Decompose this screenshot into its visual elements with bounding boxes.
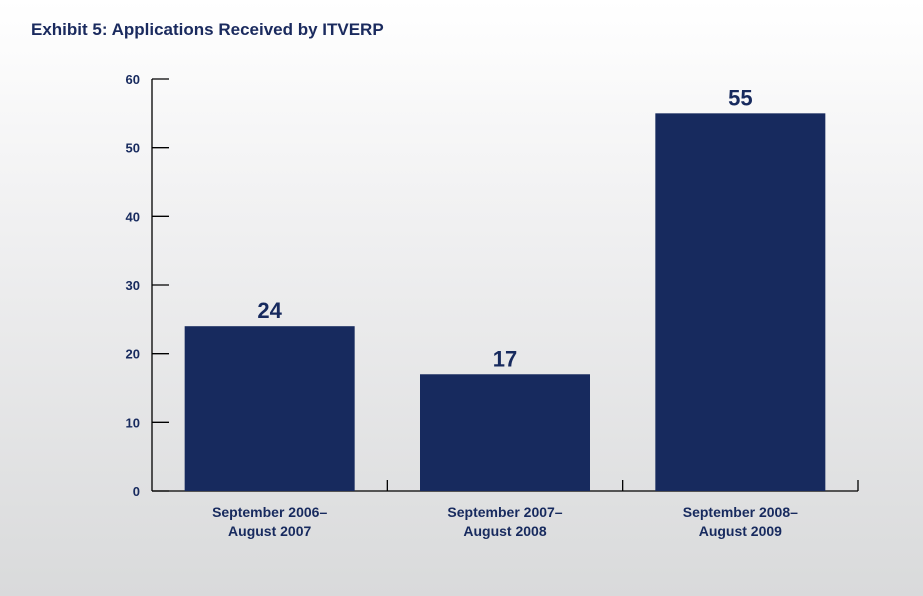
x-category-label: September 2008–	[683, 504, 798, 520]
x-category-label: August 2007	[228, 523, 311, 539]
chart-title: Exhibit 5: Applications Received by ITVE…	[31, 20, 384, 39]
x-category-label: September 2006–	[212, 504, 327, 520]
x-category-label: August 2009	[699, 523, 782, 539]
y-tick-label: 30	[126, 278, 140, 293]
y-tick-label: 40	[126, 209, 140, 224]
bar	[184, 326, 355, 491]
y-tick-label: 0	[133, 484, 140, 499]
data-label: 55	[728, 85, 752, 110]
bar	[655, 113, 826, 491]
x-category-label: August 2008	[463, 523, 546, 539]
data-label: 24	[257, 298, 282, 323]
bar	[420, 374, 590, 491]
y-tick-label: 10	[126, 415, 140, 430]
x-category-label: September 2007–	[447, 504, 562, 520]
y-tick-label: 20	[126, 347, 140, 362]
y-tick-label: 50	[126, 141, 140, 156]
y-tick-label: 60	[126, 72, 140, 87]
data-label: 17	[493, 346, 517, 371]
